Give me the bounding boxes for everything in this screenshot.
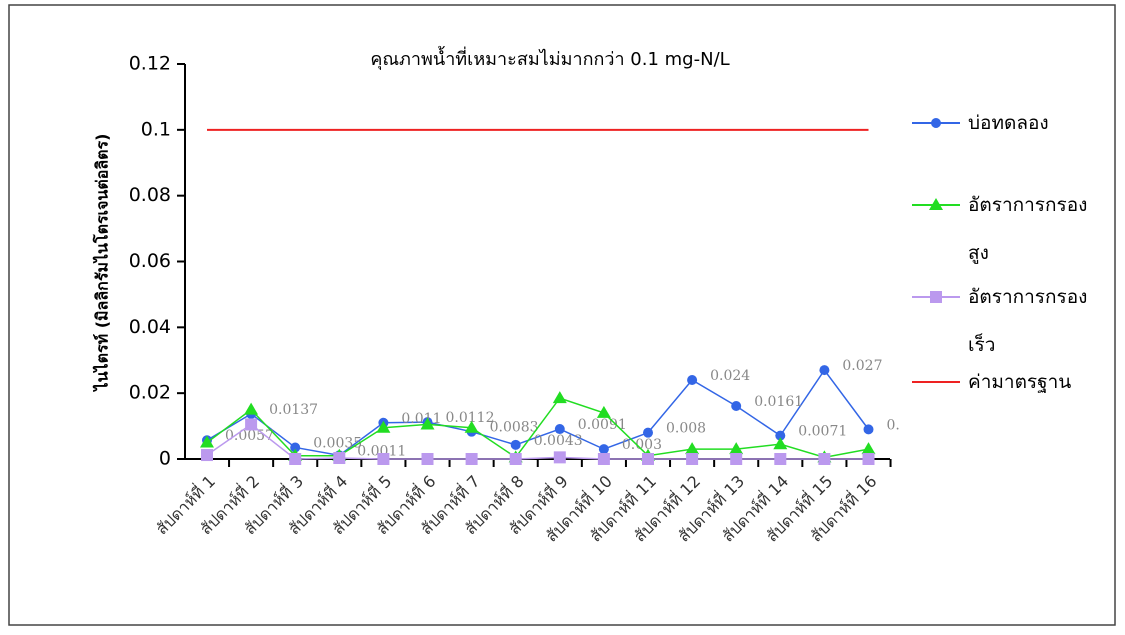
point	[554, 424, 565, 435]
y-tick-label: 0.02	[129, 382, 171, 404]
data-label: 0.0083	[490, 420, 539, 436]
data-label: 0.	[887, 417, 900, 433]
point	[729, 442, 744, 455]
point	[376, 420, 391, 433]
point	[289, 453, 302, 465]
data-label: 0.011	[401, 411, 441, 427]
legend-label: ค่ามาตรฐาน	[968, 371, 1072, 393]
point	[862, 453, 875, 465]
data-label: 0.0091	[578, 417, 627, 433]
point	[687, 375, 698, 385]
legend-marker	[931, 118, 941, 128]
point	[643, 427, 653, 438]
y-tick-label: 0.1	[141, 118, 171, 140]
data-label: 0.0071	[798, 424, 847, 440]
point	[642, 453, 654, 465]
point	[685, 442, 700, 455]
data-label: 0.027	[842, 358, 882, 374]
legend-label: บ่อทดลอง	[968, 112, 1049, 134]
point	[200, 435, 214, 448]
point	[597, 453, 610, 465]
point	[333, 452, 346, 465]
point	[244, 402, 259, 415]
legend-label: อัตราการกรองเร็ว	[968, 286, 1088, 356]
point	[774, 453, 787, 465]
data-label: 0.0035	[313, 435, 362, 451]
data-label: 0.024	[710, 368, 750, 384]
point	[510, 439, 521, 450]
data-label: 0.0043	[534, 433, 583, 449]
data-label: 0.0137	[269, 402, 318, 418]
point	[596, 405, 611, 418]
point	[773, 437, 788, 450]
data-label: 0.0011	[357, 443, 406, 459]
point	[553, 451, 566, 464]
point	[861, 442, 876, 455]
point	[731, 401, 742, 412]
point	[818, 453, 831, 465]
point	[245, 418, 258, 431]
point	[421, 453, 434, 465]
y-tick-label: 0.12	[129, 53, 171, 75]
point	[775, 430, 786, 441]
y-tick-label: 0.06	[129, 250, 171, 272]
point	[377, 453, 390, 465]
legend-marker	[930, 291, 942, 303]
series-line	[206, 397, 869, 459]
data-label: 0.0161	[754, 394, 803, 410]
point	[686, 453, 699, 465]
y-tick-label: 0.08	[129, 184, 171, 206]
series-line	[206, 368, 870, 457]
series-line	[206, 423, 869, 460]
point	[420, 417, 435, 430]
y-tick-label: 0	[159, 448, 171, 470]
point	[730, 453, 743, 465]
point	[598, 444, 609, 455]
legend-label: อัตราการกรองสูง	[968, 194, 1088, 264]
legend-marker	[929, 198, 943, 210]
point	[201, 449, 213, 462]
point	[290, 442, 301, 453]
data-label: 0.0112	[446, 410, 495, 426]
point	[863, 424, 874, 435]
frame	[8, 4, 1116, 626]
data-label: 0.008	[666, 421, 706, 437]
point	[464, 420, 479, 433]
point	[465, 453, 478, 465]
point	[509, 453, 522, 465]
point	[819, 365, 830, 376]
y-tick-label: 0.04	[129, 316, 171, 338]
chart-title: คุณภาพน้ำที่เหมาะสมไม่มากกว่า 0.1 mg-N/L	[370, 46, 729, 70]
point	[552, 391, 567, 404]
y-axis-label: ไนไตรท์ (มิลลิกรัมไนโตรเจนต่อลิตร)	[92, 134, 112, 393]
